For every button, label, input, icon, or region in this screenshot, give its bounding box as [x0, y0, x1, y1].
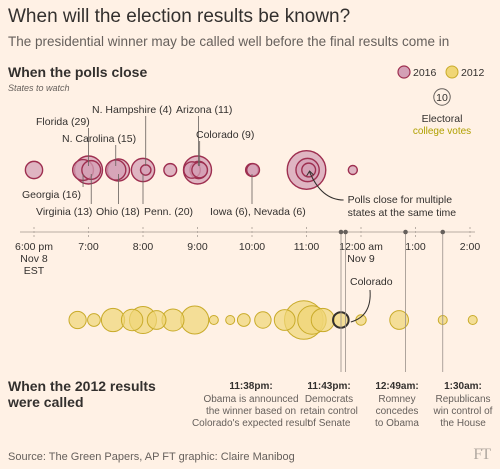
- event-dot: [403, 229, 408, 235]
- event-dot: [440, 229, 446, 235]
- axis-tick-label: Nov 9: [347, 253, 375, 265]
- event-text: the House: [440, 418, 486, 429]
- section-title-polls: When the polls close: [8, 64, 148, 80]
- page-subtitle: The presidential winner may be called we…: [8, 34, 450, 49]
- bubble-2012: [225, 314, 236, 326]
- bubble-2012: [254, 311, 272, 329]
- event-time: 11:38pm:: [229, 381, 272, 392]
- legend-swatch-2012: [445, 65, 459, 79]
- axis-tick-label: 11:00: [294, 241, 320, 253]
- section-title-results-line2: were called: [8, 394, 84, 410]
- event-text: Obama is announced: [203, 394, 298, 405]
- bubble-2016: [24, 160, 44, 180]
- bubble-2012: [87, 313, 101, 327]
- state-label: Virginia (13): [36, 206, 92, 218]
- event-text: Democrats: [305, 394, 353, 405]
- page-title: When will the election results be known?: [8, 6, 351, 27]
- event-text: Colorado's expected result: [192, 418, 310, 429]
- bubble-2012: [146, 310, 167, 330]
- bubble-2016: [139, 164, 152, 176]
- axis-tick-label: EST: [24, 265, 45, 277]
- axis-tick-label: 6:00 pm: [15, 241, 53, 253]
- bubble-2012: [236, 313, 251, 327]
- section-title-results-line1: When the 2012 results: [8, 378, 156, 394]
- bubble-2016: [347, 164, 359, 176]
- multi-state-note-line1: Polls close for multiple: [348, 194, 453, 206]
- bubble-2016: [246, 162, 261, 178]
- event-text: win control of: [433, 406, 493, 417]
- ft-logo: FT: [473, 446, 491, 463]
- state-label: Florida (29): [36, 116, 90, 128]
- state-label: Ohio (18): [96, 206, 140, 218]
- bubble-2012: [273, 309, 296, 331]
- bubble-2012: [208, 314, 219, 326]
- event-text: concedes: [376, 406, 419, 417]
- legend-size-label-line2: college votes: [413, 126, 471, 137]
- colorado-2012-label: Colorado: [350, 276, 393, 288]
- legend-label-2016: 2016: [413, 67, 437, 79]
- event-dot: [343, 229, 348, 235]
- event-dot: [338, 229, 344, 235]
- event-text: retain control: [300, 406, 358, 417]
- bubble-2012: [310, 307, 335, 333]
- legend-swatch-2016: [397, 65, 411, 79]
- multi-state-note-line2: states at the same time: [348, 207, 457, 219]
- state-label: N. Hampshire (4): [92, 104, 172, 116]
- event-text: the winner based on: [206, 406, 296, 417]
- source-credit: Source: The Green Papers, AP FT graphic:…: [8, 451, 295, 463]
- event-text: to Obama: [375, 418, 419, 429]
- bubble-2012: [68, 310, 87, 330]
- multi-state-arrowhead: [306, 170, 314, 177]
- section-subtitle-states: States to watch: [8, 83, 70, 93]
- colorado-arrow: [350, 289, 371, 323]
- axis-tick-label: Nov 8: [20, 253, 48, 265]
- legend-label-2012: 2012: [461, 67, 485, 79]
- event-text: Republicans: [435, 394, 490, 405]
- state-label: Penn. (20): [144, 206, 193, 218]
- multi-state-arrow: [309, 171, 344, 201]
- state-label: N. Carolina (15): [62, 133, 136, 145]
- event-time: 11:43pm:: [307, 381, 350, 392]
- bubble-2012: [389, 310, 410, 330]
- state-label: Arizona (11): [176, 104, 232, 116]
- bubbles-2012: [68, 300, 478, 340]
- event-time: 12:49am:: [375, 381, 418, 392]
- event-text: of Senate: [308, 418, 351, 429]
- legend-size-value: 10: [436, 92, 448, 104]
- bubbles-2016: [24, 150, 359, 190]
- state-label: Colorado (9): [196, 129, 254, 141]
- bubble-2012: [467, 314, 478, 326]
- axis-tick-label: 10:00: [239, 241, 265, 253]
- bubble-2012: [120, 308, 144, 332]
- axis-tick-label: 8:00: [133, 241, 154, 253]
- axis-tick-label: 12:00 am: [339, 241, 383, 253]
- event-text: Romney: [378, 394, 415, 405]
- axis-tick-label: 7:00: [78, 241, 99, 253]
- bubble-2016: [163, 162, 178, 178]
- state-label: Iowa (6), Nevada (6): [210, 206, 306, 218]
- state-label: Georgia (16): [22, 189, 81, 201]
- legend-size-circle: [433, 88, 451, 106]
- bubble-2012: [180, 305, 210, 335]
- state-labels: Florida (29) N. Carolina (15) N. Hampshire…: [22, 104, 457, 323]
- axis-tick-label: 1:00: [405, 241, 426, 253]
- axis-tick-label: 9:00: [187, 241, 208, 253]
- legend-size-label-line1: Electoral: [422, 113, 463, 125]
- event-time: 1:30am:: [444, 381, 482, 392]
- axis-tick-label: 2:00: [460, 241, 481, 253]
